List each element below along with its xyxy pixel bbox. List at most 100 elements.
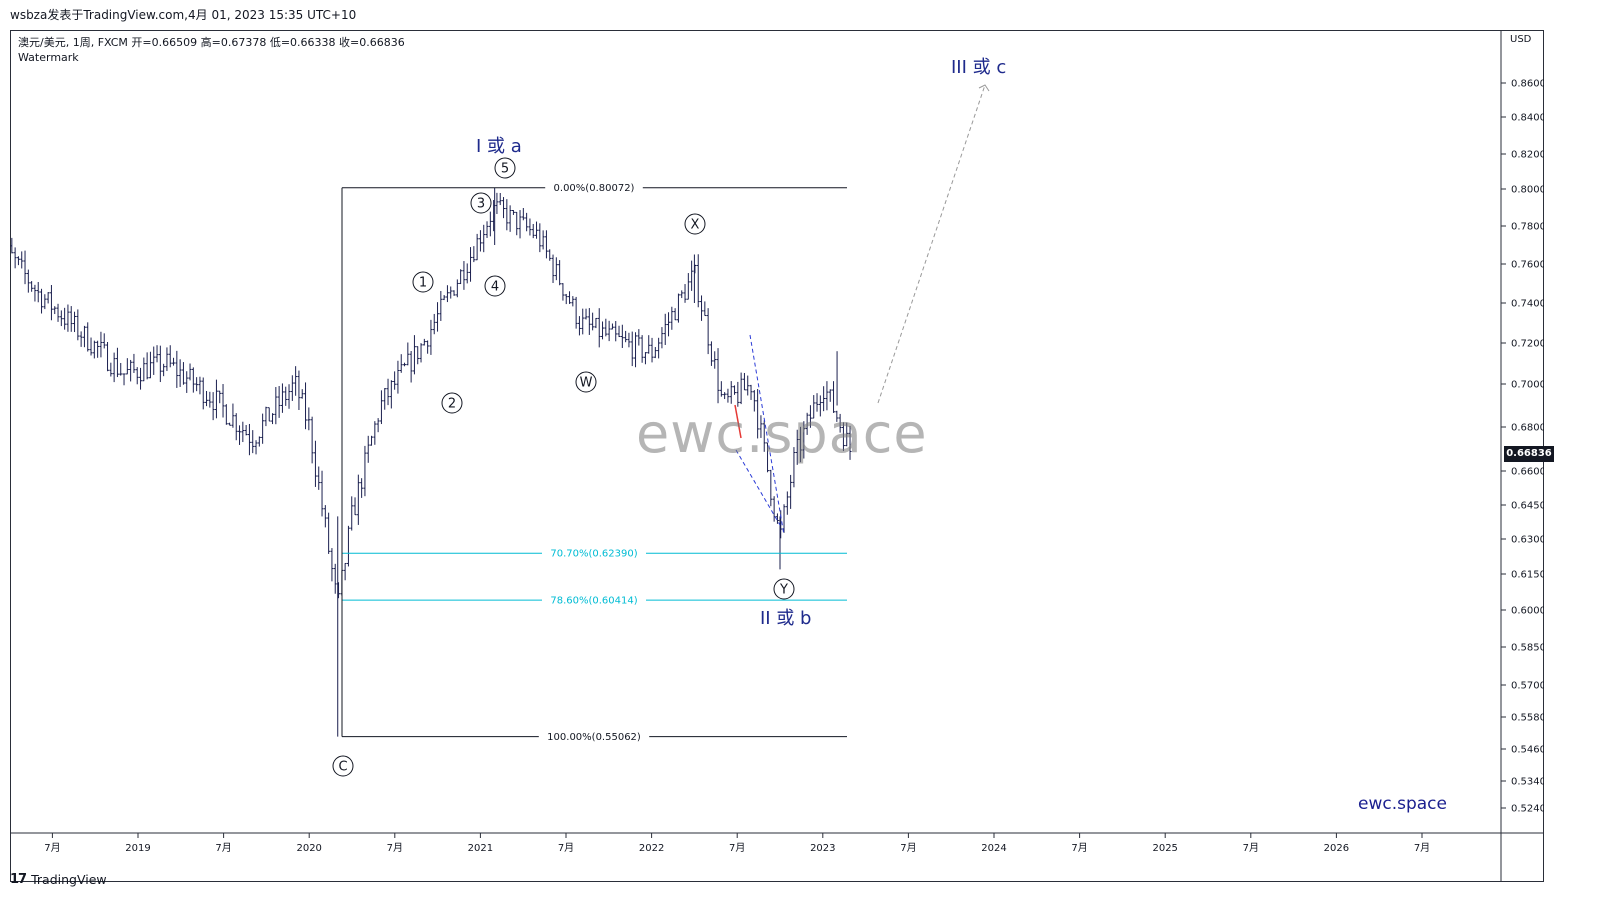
time-axis[interactable]: 7月 2019 7月 2020 7月 2021 7月 2022 7月 2023 7月 2024 7月 20… [44,833,1430,854]
ohlc-bar [792,447,796,488]
ohlc-bar [719,381,723,397]
ohlc-bar [370,435,374,446]
ohlc-bar [333,563,337,594]
ohlc-bar [518,210,522,239]
ohlc-bar [231,403,235,428]
time-tick-label: 7月 [1071,842,1087,854]
ohlc-bar [406,342,410,366]
ohlc-bar [267,407,271,422]
ohlc-bar [683,284,687,303]
svg-text:4: 4 [491,280,499,295]
ohlc-bar [733,385,737,395]
ohlc-bar [115,347,119,378]
ohlc-bar [716,348,720,404]
wave-circle-2: 2 [441,392,463,414]
ohlc-bar [617,325,621,338]
svg-text:3: 3 [477,197,485,212]
ohlc-bar [53,306,57,315]
wave-circle-4: 4 [484,275,506,297]
ohlc-bar [498,192,502,206]
channel-upper [749,334,785,536]
ohlc-bar [313,440,317,487]
ohlc-bar [766,442,770,473]
ohlc-bar [838,413,842,433]
ohlc-bar [485,221,489,238]
ohlc-bar [475,233,479,261]
ohlc-bar [706,308,710,355]
ohlc-bar [396,360,400,394]
ohlc-bar [789,474,793,509]
ohlc-bar [455,279,459,298]
ohlc-bar [571,296,575,307]
ohlc-bar [191,367,195,393]
ohlc-bar [422,338,426,346]
ohlc-bar [356,474,360,525]
chart-canvas[interactable]: 0.00%(0.80072) 70.70%(0.62390) 78.60%(0.60… [10,30,1544,882]
ohlc-bar [429,319,433,355]
ohlc-bar [205,390,209,407]
ohlc-bar [594,317,598,329]
ohlc-bar [49,285,53,321]
ohlc-bar [643,352,647,365]
ohlc-bar [221,384,225,418]
ohlc-bar [676,293,680,323]
svg-text:5: 5 [501,162,509,177]
ohlc-bar [125,358,129,375]
ohlc-bar [158,345,162,383]
ohlc-bar [574,296,578,329]
ohlc-bar [459,269,463,285]
ohlc-bar [700,295,704,321]
ohlc-bar [148,351,152,379]
ohlc-bar [436,302,440,332]
price-tick-label: 0.52400 [1511,804,1544,815]
ohlc-bar [815,393,819,412]
ohlc-bar [346,525,350,567]
ohlc-bar [271,413,275,425]
ohlc-bar [686,273,690,300]
ohlc-bar [554,257,558,281]
wave-circles: 1 2 3 4 5 W X Y C [332,157,795,777]
ohlc-bar [46,292,50,304]
ohlc-bar [472,246,476,263]
ohlc-bar [201,377,205,410]
ohlc-bar [96,340,100,358]
ohlc-bar [462,261,466,290]
tradingview-footer[interactable]: 17 TradingView [10,872,107,887]
fib-level-70.70%[interactable]: 70.70%(0.62390) [342,546,847,561]
fib-level-0.00%[interactable]: 0.00%(0.80072) [342,180,847,195]
ohlc-bar [620,324,624,348]
fib-retracement[interactable]: 0.00%(0.80072) 70.70%(0.62390) 78.60%(0.60… [341,180,847,744]
fib-level-78.60%[interactable]: 78.60%(0.60414) [342,593,847,608]
ohlc-bar [508,205,512,232]
ohlc-bar [409,351,413,383]
symbol-info[interactable]: 澳元/美元, 1周, FXCM 开=0.66509 高=0.67378 低=0.… [18,36,405,49]
time-tick-label: 2023 [810,843,835,854]
tradingview-label: TradingView [31,872,107,887]
time-tick-label: 2026 [1324,843,1349,854]
fib-level-label: 78.60%(0.60414) [550,596,637,607]
ohlc-bar [445,285,449,303]
fib-level-100.00%[interactable]: 100.00%(0.55062) [342,729,847,744]
ohlc-bar [828,389,832,402]
ohlc-bar [307,407,311,431]
ohlc-bar [393,371,397,390]
tradingview-logo-icon: 17 [10,872,27,887]
ohlc-bar [469,247,473,282]
ohlc-bar [439,290,443,321]
ohlc-bar [818,395,822,417]
ohlc-bar [805,412,809,435]
ohlc-bar [20,251,24,269]
ohlc-bar [69,306,73,332]
ohlc-bar [43,294,47,310]
ohlc-bar [135,367,139,385]
watermark-label: Watermark [18,51,79,64]
ohlc-bar [693,264,697,274]
time-tick-label: 2020 [296,843,321,854]
ohlc-bar [690,260,694,291]
fib-level-label: 0.00%(0.80072) [554,183,635,194]
projection-arrowhead [978,84,990,92]
